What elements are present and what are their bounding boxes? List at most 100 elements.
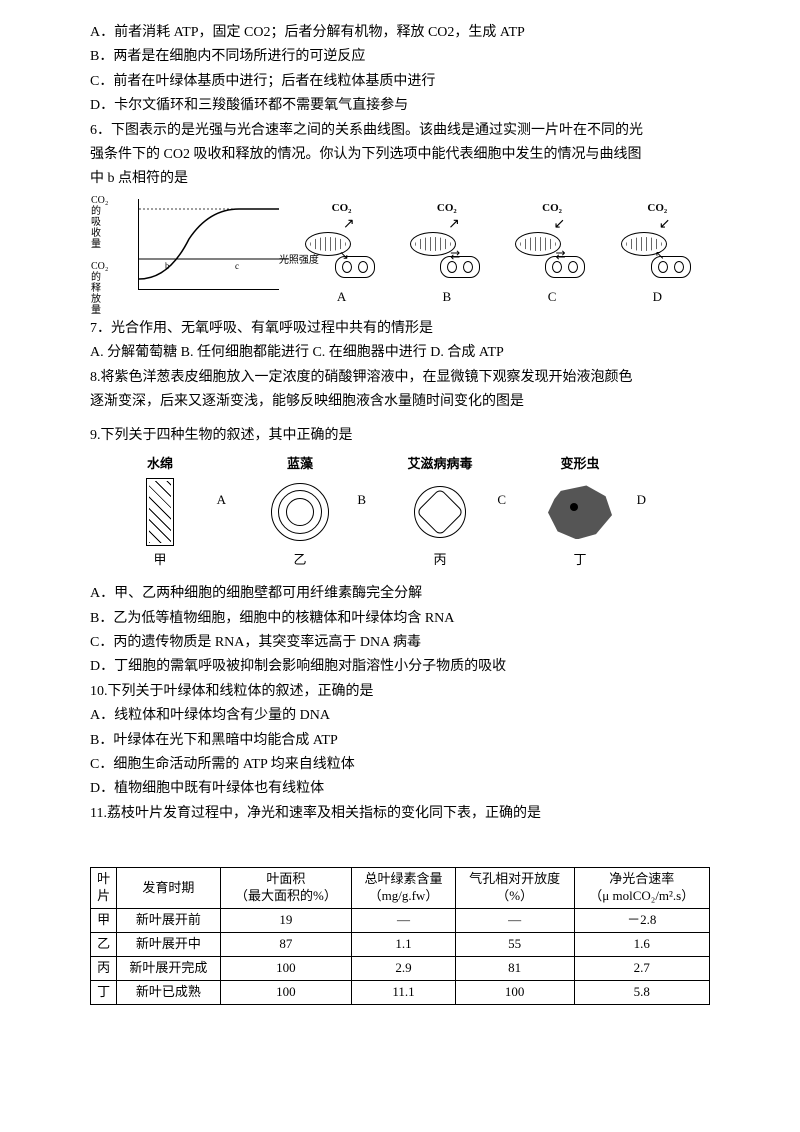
q10-opt-c: C．细胞生命活动所需的 ATP 均来自线粒体 xyxy=(90,754,710,776)
table-cell: 丙 xyxy=(91,956,117,980)
q10-opt-d: D．植物细胞中既有叶绿体也有线粒体 xyxy=(90,778,710,800)
q10-opt-a: A．线粒体和叶绿体均含有少量的 DNA xyxy=(90,705,710,727)
q8-stem-2: 逐渐变深，后来又逐渐变浅，能够反映细胞液含水量随时间变化的图是 xyxy=(90,391,710,413)
label-bottom: 甲 xyxy=(90,550,230,571)
label-top: 蓝藻 xyxy=(230,454,370,475)
table-cell: 19 xyxy=(220,908,352,932)
q10-stem: 10.下列关于叶绿体和线粒体的叙述，正确的是 xyxy=(90,681,710,703)
table-cell: 新叶展开完成 xyxy=(117,956,220,980)
th-5: 净光合速率 （μ molCO₂/m².s） xyxy=(574,868,709,909)
side-letter: A xyxy=(217,490,226,511)
q11-stem: 11.荔枝叶片发育过程中，净光和速率及相关指标的变化同下表，正确的是 xyxy=(90,803,710,825)
q5-opt-a: A．前者消耗 ATP，固定 CO2；后者分解有机物，释放 CO2，生成 ATP xyxy=(90,22,710,44)
arrow-icon: ↙ xyxy=(659,214,671,236)
table-header-row: 叶 片 发育时期 叶面积 （最大面积的%） 总叶绿素含量 （mg/g.fw） 气… xyxy=(91,868,710,909)
q9-opt-a: A．甲、乙两种细胞的细胞壁都可用纤维素酶完全分解 xyxy=(90,583,710,605)
q9-stem: 9.下列关于四种生物的叙述，其中正确的是 xyxy=(90,425,710,447)
q6-opt-b-label: B xyxy=(442,287,451,308)
cyano-icon xyxy=(271,483,329,541)
q6-opt-c-label: C xyxy=(548,287,557,308)
arrow-icon: ⇄ xyxy=(555,246,565,265)
q6-figure-row: CO₂ 的 吸 收 量 CO₂ 的 释 放 量 光照强度 d 0 a b c C… xyxy=(90,199,710,290)
label-top: 水绵 xyxy=(90,454,230,475)
q5-opt-d: D．卡尔文循环和三羧酸循环都不需要氧气直接参与 xyxy=(90,95,710,117)
q6-curve-svg: d 0 a b c xyxy=(139,199,289,289)
label-bottom: 丁 xyxy=(510,550,650,571)
table-row: 丁新叶已成熟10011.11005.8 xyxy=(91,980,710,1004)
arrow-icon: ↖ xyxy=(655,246,665,265)
table-cell: 11.1 xyxy=(352,980,455,1004)
table-cell: 甲 xyxy=(91,908,117,932)
arrow-icon: ↗ xyxy=(448,214,460,236)
side-letter: B xyxy=(357,490,366,511)
table-cell: 丁 xyxy=(91,980,117,1004)
table-row: 丙新叶展开完成1002.9812.7 xyxy=(91,956,710,980)
table-cell: 55 xyxy=(455,932,574,956)
q6-opt-a-diagram: CO₂ ↗ ↘ A xyxy=(295,200,388,290)
table-cell: 新叶已成熟 xyxy=(117,980,220,1004)
th-2: 叶面积 （最大面积的%） xyxy=(220,868,352,909)
q6-opt-c-diagram: CO₂ ↙ ⇄ C xyxy=(505,200,598,290)
table-cell: 5.8 xyxy=(574,980,709,1004)
label-bottom: 乙 xyxy=(230,550,370,571)
arrow-icon: ↗ xyxy=(343,214,355,236)
table-cell: 1.6 xyxy=(574,932,709,956)
q10-opt-b: B．叶绿体在光下和黑暗中均能合成 ATP xyxy=(90,730,710,752)
svg-text:b: b xyxy=(165,261,170,271)
arrow-icon: ⇄ xyxy=(450,246,460,265)
q9-opt-c: C．丙的遗传物质是 RNA，其突变率远高于 DNA 病毒 xyxy=(90,632,710,654)
table-cell: 2.9 xyxy=(352,956,455,980)
table-cell: 2.7 xyxy=(574,956,709,980)
label-bottom: 丙 xyxy=(370,550,510,571)
table-body: 甲新叶展开前19——－2.8乙新叶展开中871.1551.6丙新叶展开完成100… xyxy=(91,908,710,1004)
q6-curve-chart: CO₂ 的 吸 收 量 CO₂ 的 释 放 量 光照强度 d 0 a b c xyxy=(138,199,279,290)
q7-opts: A. 分解葡萄糖 B. 任何细胞都能进行 C. 在细胞器中进行 D. 合成 AT… xyxy=(90,342,710,364)
table-cell: — xyxy=(352,908,455,932)
q6-opt-a-label: A xyxy=(337,287,346,308)
q6-ylabel-top: CO₂ 的 吸 收 量 xyxy=(91,195,108,250)
q5-opt-b: B．两者是在细胞内不同场所进行的可逆反应 xyxy=(90,46,710,68)
q6-stem-3: 中 b 点相符的是 xyxy=(90,168,710,190)
table-cell: 100 xyxy=(220,956,352,980)
table-cell: 100 xyxy=(455,980,574,1004)
q6-opt-b-diagram: CO₂ ↗ ⇄ B xyxy=(400,200,493,290)
q8-stem-1: 8.将紫色洋葱表皮细胞放入一定浓度的硝酸钾溶液中，在显微镜下观察发现开始液泡颜色 xyxy=(90,367,710,389)
spirogyra-icon xyxy=(146,478,174,546)
q6-opt-d-diagram: CO₂ ↙ ↖ D xyxy=(611,200,704,290)
q9-opt-b: B．乙为低等植物细胞，细胞中的核糖体和叶绿体均含 RNA xyxy=(90,608,710,630)
th-4: 气孔相对开放度 （%） xyxy=(455,868,574,909)
arrow-icon: ↙ xyxy=(553,214,565,236)
q6-ylabel-bottom: CO₂ 的 释 放 量 xyxy=(91,261,108,316)
q5-opt-c: C．前者在叶绿体基质中进行；后者在线粒体基质中进行 xyxy=(90,71,710,93)
th-0: 叶 片 xyxy=(91,868,117,909)
table-cell: 新叶展开前 xyxy=(117,908,220,932)
q6-stem-2: 强条件下的 CO2 吸收和释放的情况。你认为下列选项中能代表细胞中发生的情况与曲… xyxy=(90,144,710,166)
q11-table: 叶 片 发育时期 叶面积 （最大面积的%） 总叶绿素含量 （mg/g.fw） 气… xyxy=(90,867,710,1004)
table-cell: －2.8 xyxy=(574,908,709,932)
table-cell: — xyxy=(455,908,574,932)
q9-organism-row: 水绵 A 甲 蓝藻 B 乙 艾滋病病毒 C 丙 变形虫 D 丁 xyxy=(90,454,710,572)
arrow-icon: ↘ xyxy=(339,246,349,265)
q9-opt-d: D．丁细胞的需氧呼吸被抑制会影响细胞对脂溶性小分子物质的吸收 xyxy=(90,656,710,678)
q6-opt-d-label: D xyxy=(653,287,662,308)
q7-stem: 7．光合作用、无氧呼吸、有氧呼吸过程中共有的情形是 xyxy=(90,318,710,340)
table-cell: 81 xyxy=(455,956,574,980)
label-top: 艾滋病病毒 xyxy=(370,454,510,475)
side-letter: C xyxy=(497,490,506,511)
organism-amoeba: 变形虫 D 丁 xyxy=(510,454,650,572)
table-cell: 新叶展开中 xyxy=(117,932,220,956)
table-cell: 乙 xyxy=(91,932,117,956)
amoeba-icon xyxy=(548,485,612,539)
label-top: 变形虫 xyxy=(510,454,650,475)
organism-spirogyra: 水绵 A 甲 xyxy=(90,454,230,572)
th-3: 总叶绿素含量 （mg/g.fw） xyxy=(352,868,455,909)
table-row: 乙新叶展开中871.1551.6 xyxy=(91,932,710,956)
organism-hiv: 艾滋病病毒 C 丙 xyxy=(370,454,510,572)
table-cell: 87 xyxy=(220,932,352,956)
organism-cyano: 蓝藻 B 乙 xyxy=(230,454,370,572)
th-1: 发育时期 xyxy=(117,868,220,909)
table-row: 甲新叶展开前19——－2.8 xyxy=(91,908,710,932)
svg-text:c: c xyxy=(235,261,239,271)
table-cell: 1.1 xyxy=(352,932,455,956)
side-letter: D xyxy=(637,490,646,511)
